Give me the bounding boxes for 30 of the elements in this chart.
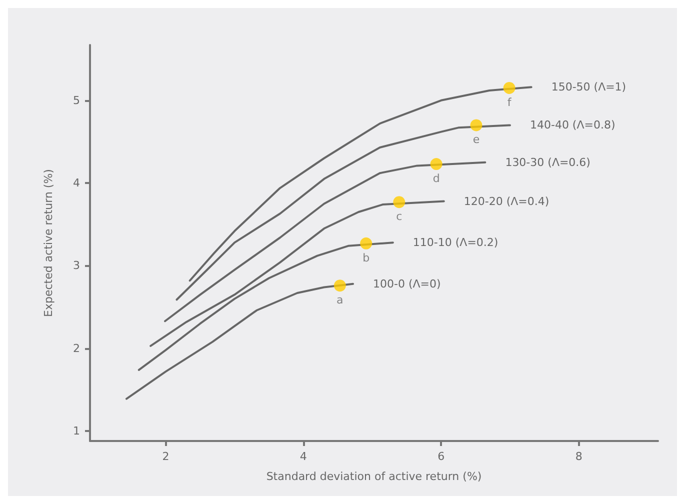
series-label: 130-30 (Λ=0.6) xyxy=(505,156,590,169)
series-label: 120-20 (Λ=0.4) xyxy=(464,194,550,208)
series-label: 110-10 (Λ=0.2) xyxy=(412,236,498,250)
x-tick-label: 2 xyxy=(162,450,170,463)
y-axis-title: Expected active return (%) xyxy=(42,169,55,317)
point xyxy=(470,119,482,132)
x-tick-label: 6 xyxy=(438,450,445,463)
y-tick-label: 1 xyxy=(73,424,80,438)
point xyxy=(393,196,406,208)
data-label: b xyxy=(362,251,370,264)
x-tick-label: 8 xyxy=(575,450,582,463)
point xyxy=(334,280,346,292)
data-label: d xyxy=(432,172,440,186)
y-tick-label: 4 xyxy=(73,176,80,190)
y-tick-label: 3 xyxy=(73,259,80,272)
point xyxy=(430,158,442,170)
series-label: 100-0 (Λ=0) xyxy=(373,277,441,290)
data-label: e xyxy=(472,133,480,146)
y-tick-label: 5 xyxy=(73,94,80,107)
series-label: 140-40 (Λ=0.8) xyxy=(530,118,616,132)
data-label: c xyxy=(396,210,402,224)
point xyxy=(360,237,372,250)
x-tick-label: 4 xyxy=(300,450,307,463)
x-axis-title: Standard deviation of active return (%) xyxy=(266,470,482,483)
line-series xyxy=(125,282,354,400)
series-label: 150-50 (Λ=1) xyxy=(551,80,626,94)
point xyxy=(503,82,516,94)
data-label: f xyxy=(507,96,512,109)
data-label: a xyxy=(336,294,344,307)
y-tick-label: 2 xyxy=(73,342,80,355)
